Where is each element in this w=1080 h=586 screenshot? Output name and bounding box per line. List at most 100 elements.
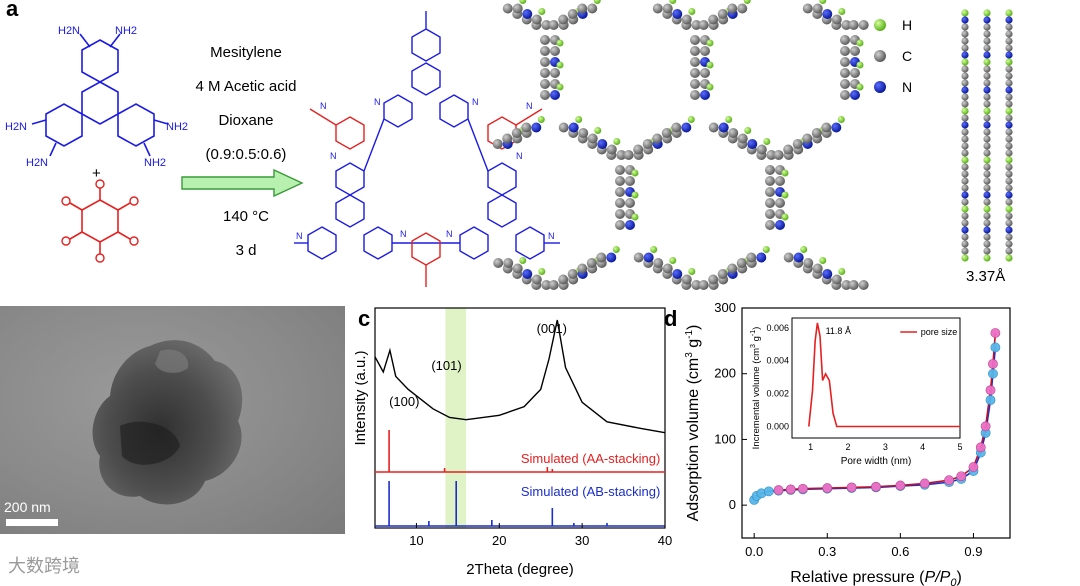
layer-atom [961, 100, 969, 108]
carbon-atom [615, 176, 625, 186]
n-label: N [472, 97, 479, 107]
layer-atom [961, 16, 969, 24]
desorption-point [980, 421, 991, 432]
hydrogen-atom [838, 268, 846, 275]
layer-atom [983, 65, 991, 73]
layer-atom [1005, 72, 1013, 80]
y-label-end: ) [685, 325, 702, 330]
carbon-atom [633, 144, 644, 155]
layer-atom [1005, 58, 1013, 66]
desorption-point [773, 485, 784, 495]
carbon-atom [775, 198, 785, 208]
hydrogen-atom [594, 127, 602, 134]
nitrogen-atom [793, 252, 804, 263]
n-label: N [330, 151, 337, 161]
stacked-layers [961, 9, 1013, 262]
carbon-atom [671, 122, 682, 133]
carbon-atom [802, 133, 813, 144]
carbon-atom [858, 20, 869, 30]
carbon-atom [540, 68, 550, 78]
amine-labels: H2N NH2 H2N NH2 H2N NH2 [5, 25, 188, 169]
n-label: N [400, 229, 407, 239]
layer-atom [1005, 212, 1013, 220]
carbon-atom [661, 128, 672, 138]
hydrogen-atom [688, 8, 696, 15]
hydrogen-atom [556, 83, 564, 91]
carbon-atom [492, 139, 503, 149]
carbon-atom [831, 14, 842, 25]
x-tick-label: 40 [658, 533, 672, 548]
tem-image: 200 nm [0, 306, 345, 534]
layer-atom [983, 156, 991, 164]
carbon-atom [512, 263, 523, 274]
carbon-atom [615, 198, 625, 208]
carbon-atom [811, 128, 822, 138]
amine-label-6: NH2 [144, 157, 166, 169]
xrd-chart: Simulated (AA-stacking) Simulated (AB-sta… [355, 307, 672, 578]
carbon-atom [558, 122, 569, 133]
layer-atom [983, 86, 991, 94]
layer-atom [983, 16, 991, 24]
carbon-atom [652, 3, 663, 14]
layer-atom [983, 240, 991, 248]
n-label: N [374, 97, 381, 107]
x-tick-label: 0.0 [745, 544, 763, 559]
carbon-atom [690, 90, 700, 100]
condition-solvent-1: Mesitylene [210, 44, 282, 61]
reaction-arrow [181, 168, 304, 198]
carbon-atom [642, 139, 653, 149]
inset-x-label: Pore width (nm) [841, 456, 912, 467]
layer-atom [1005, 184, 1013, 192]
layer-atom [983, 93, 991, 101]
carbon-atom [567, 9, 578, 19]
x-axis-label: 2Theta (degree) [466, 561, 574, 578]
carbon-atom [848, 280, 859, 290]
carbon-atom [502, 3, 513, 14]
y-axis-label: Intensity (a.u.) [355, 350, 369, 445]
carbon-atom [727, 263, 738, 274]
carbon-atom [841, 280, 852, 290]
hydrogen-atom [631, 169, 639, 177]
inset-y-tick-label: 0.006 [766, 323, 789, 333]
layer-atom [1005, 170, 1013, 178]
hydrogen-atom [838, 8, 846, 15]
carbon-atom [615, 220, 625, 230]
hydrogen-atom [556, 61, 564, 69]
condition-catalyst: 4 M Acetic acid [195, 78, 297, 95]
carbon-atom [521, 122, 532, 133]
carbon-atom [540, 57, 550, 67]
carbon-atom [783, 252, 794, 263]
hydrogen-atom [725, 116, 733, 123]
inset-x-tick-label: 1 [808, 442, 813, 452]
x-tick-label: 0.3 [818, 544, 836, 559]
desorption-point [822, 483, 833, 493]
layer-atom [1005, 191, 1013, 199]
x-label-sub: 0 [950, 577, 957, 586]
carbon-atom [765, 198, 775, 208]
hydrogen-atom [631, 213, 639, 221]
monomer-structures: H2N NH2 H2N NH2 H2N NH2 + [5, 25, 188, 263]
hydrogen-atom [631, 191, 639, 199]
nitrogen-atom [747, 139, 758, 149]
hydrogen-atom [519, 0, 527, 4]
carbon-atom [858, 280, 869, 290]
layer-atom [983, 254, 991, 262]
y-label-mid: g [685, 339, 702, 352]
carbon-atom [840, 46, 850, 56]
inset-x-tick-label: 3 [883, 442, 888, 452]
inset-x-tick-label: 5 [957, 442, 962, 452]
legend-h-swatch [874, 19, 886, 31]
carbon-atom [615, 209, 625, 219]
carbon-atom [690, 68, 700, 78]
carbon-atom [623, 150, 634, 160]
n-label: N [320, 101, 327, 111]
hydrogen-atom [538, 8, 546, 15]
amine-label-1: H2N [58, 25, 80, 37]
layer-atom [961, 219, 969, 227]
carbon-atom [765, 187, 775, 197]
layer-atom [983, 184, 991, 192]
hydrogen-atom [744, 127, 752, 134]
carbon-atom [691, 20, 702, 30]
carbon-atom [698, 20, 709, 30]
desorption-point [895, 480, 906, 491]
